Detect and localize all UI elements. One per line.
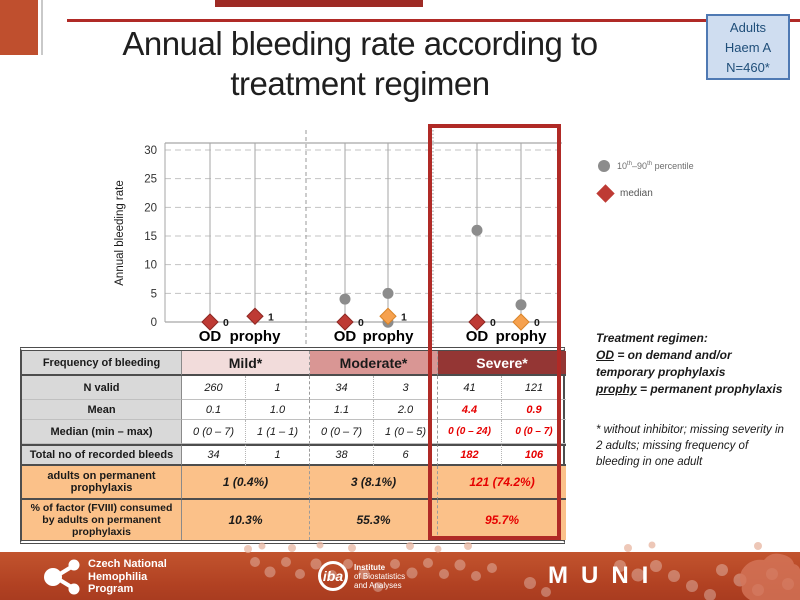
legend-percentile: 10th–90th percentile	[598, 160, 694, 172]
svg-text:30: 30	[144, 145, 157, 157]
svg-text:OD: OD	[466, 328, 489, 345]
table-header-mild: Mild*	[182, 351, 310, 376]
svg-text:25: 25	[144, 174, 157, 186]
table-cell: 1	[246, 444, 310, 466]
table-cell: 1	[246, 376, 310, 400]
svg-text:OD: OD	[199, 328, 222, 345]
table-cell: 95.7%	[438, 500, 566, 540]
row-label-total-bleeds: Total no of recorded bleeds	[22, 444, 182, 466]
svg-text:prophy: prophy	[363, 328, 414, 345]
table-cell: 2.0	[374, 400, 438, 420]
table-cell: 0.9	[502, 400, 566, 420]
table-cell: 55.3%	[310, 500, 438, 540]
table-cell: 1 (1 – 1)	[246, 420, 310, 444]
table-cell: 121	[502, 376, 566, 400]
row-label-n-valid: N valid	[22, 376, 182, 400]
table-cell: 4.4	[438, 400, 502, 420]
legend-median-label: median	[620, 188, 653, 199]
svg-text:Annual bleeding rate: Annual bleeding rate	[114, 180, 126, 286]
svg-text:1: 1	[268, 311, 274, 323]
svg-text:15: 15	[144, 231, 157, 243]
footer-dot-pattern	[244, 541, 800, 600]
notes-prophy-definition: prophy = permanent prophylaxis	[596, 382, 783, 396]
table-cell: 0.1	[182, 400, 246, 420]
hemophilia-program-logo-icon	[44, 559, 80, 595]
corner-accent-line	[41, 0, 43, 55]
percentile-marker-icon	[598, 160, 610, 172]
page-title: Annual bleeding rate according to treatm…	[122, 25, 598, 102]
svg-text:5: 5	[151, 288, 157, 300]
chart-legend: 10th–90th percentile median	[596, 160, 694, 215]
table-cell: 6	[374, 444, 438, 466]
table-header-label: Frequency of bleeding	[22, 351, 182, 376]
table-cell: 0 (0 – 24)	[438, 420, 502, 444]
table-cell: 182	[438, 444, 502, 466]
table-cell: 1 (0.4%)	[182, 466, 310, 500]
bleeding-summary-table: Frequency of bleeding Mild* Moderate* Se…	[20, 347, 566, 544]
table-cell: 34	[310, 376, 374, 400]
badge-line: N=460*	[726, 60, 770, 75]
iba-institute-name: Institute of Biostatistics and Analyses	[354, 562, 406, 590]
row-label-factor-consumed: % of factor (FVIII) consumed by adults o…	[22, 500, 182, 540]
czech-map-silhouette	[740, 553, 800, 600]
table-cell: 260	[182, 376, 246, 400]
table-cell: 10.3%	[182, 500, 310, 540]
muni-logo: MUNI	[548, 562, 662, 589]
notes-heading: Treatment regimen:	[596, 331, 708, 345]
iba-logo: iba Institute of Biostatistics and Analy…	[318, 561, 405, 591]
iba-logo-icon: iba	[318, 561, 348, 591]
table-cell: 106	[502, 444, 566, 466]
svg-text:20: 20	[144, 202, 157, 214]
svg-text:0: 0	[534, 317, 540, 329]
row-label-median: Median (min – max)	[22, 420, 182, 444]
top-accent-bar	[215, 0, 423, 7]
title-underline-rule	[67, 19, 800, 22]
legend-percentile-label: 10th–90th percentile	[617, 161, 694, 171]
table-cell: 0 (0 – 7)	[502, 420, 566, 444]
svg-text:prophy: prophy	[230, 328, 281, 345]
table-cell: 41	[438, 376, 502, 400]
table-cell: 1.0	[246, 400, 310, 420]
table-cell: 38	[310, 444, 374, 466]
svg-text:prophy: prophy	[496, 328, 547, 345]
notes-od-definition: OD = on demand and/or temporary prophyla…	[596, 348, 732, 379]
row-label-adults-prophylaxis: adults on permanent prophylaxis	[22, 466, 182, 500]
badge-line: Adults	[729, 20, 767, 35]
footer-bar: Czech National Hemophilia Program iba In…	[0, 541, 800, 600]
notes-footnote: * without inhibitor; missing severity in…	[596, 424, 784, 468]
table-header-severe: Severe*	[438, 351, 566, 376]
svg-text:0: 0	[358, 317, 364, 329]
svg-text:0: 0	[151, 317, 157, 329]
table-header-moderate: Moderate*	[310, 351, 438, 376]
table-cell: 121 (74.2%)	[438, 466, 566, 500]
notes-panel: Treatment regimen: OD = on demand and/or…	[596, 330, 792, 470]
table-cell: 34	[182, 444, 246, 466]
table-cell: 0 (0 – 7)	[310, 420, 374, 444]
corner-accent-block	[0, 0, 38, 55]
svg-text:OD: OD	[334, 328, 357, 345]
row-label-mean: Mean	[22, 400, 182, 420]
population-badge: Adults Haem A N=460*	[706, 14, 790, 80]
table-cell: 3 (8.1%)	[310, 466, 438, 500]
svg-text:10: 10	[144, 260, 157, 272]
hemophilia-program-name: Czech National Hemophilia Program	[88, 558, 167, 595]
table-cell: 0 (0 – 7)	[182, 420, 246, 444]
svg-text:0: 0	[490, 317, 496, 329]
median-marker-icon	[596, 184, 615, 203]
legend-median: median	[596, 184, 694, 203]
svg-text:1: 1	[401, 311, 407, 323]
badge-line: Haem A	[724, 40, 772, 55]
table-cell: 3	[374, 376, 438, 400]
table-cell: 1 (0 – 5)	[374, 420, 438, 444]
svg-text:0: 0	[223, 317, 229, 329]
table-cell: 1.1	[310, 400, 374, 420]
